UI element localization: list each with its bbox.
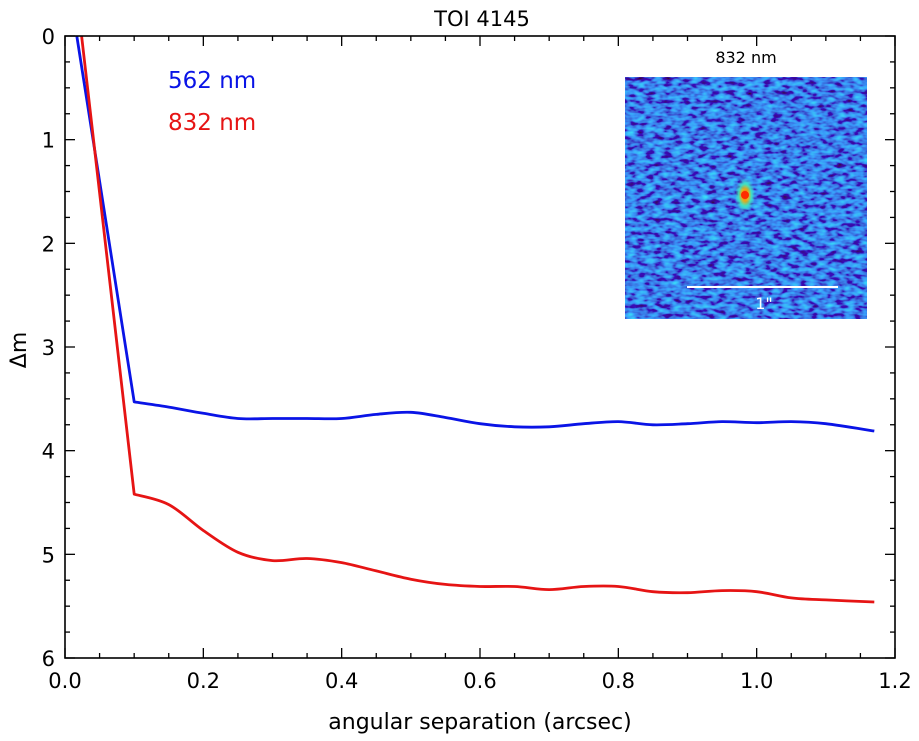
series-line-562nm: [75, 35, 875, 433]
y-tick-label: 5: [42, 543, 55, 567]
y-tick-label: 1: [42, 129, 55, 153]
x-tick-label: 1.2: [878, 669, 911, 693]
inset-star-core: [741, 191, 749, 199]
inset-title: 832 nm: [715, 48, 776, 67]
x-tick-label: 1.0: [740, 669, 773, 693]
x-tick-label: 0.8: [602, 669, 635, 693]
x-tick-label: 0.2: [187, 669, 220, 693]
legend-entry-832nm: 832 nm: [168, 110, 256, 136]
inset-speckle-image: 832 nm 1": [625, 48, 867, 319]
y-tick-label: 2: [42, 232, 55, 256]
ticks-layer: 0.0 0.2 0.4 0.6 0.8 1.0 1.2 0 1 2 3 4 5 6: [42, 25, 912, 693]
y-tick-label: 3: [42, 336, 55, 360]
series-line-832nm: [80, 35, 875, 604]
x-tick-label: 0.4: [325, 669, 358, 693]
y-tick-label: 4: [42, 440, 55, 464]
y-axis-label: Δm: [7, 332, 32, 368]
y-tick-label: 0: [42, 25, 55, 49]
x-axis-label: angular separation (arcsec): [328, 710, 631, 735]
legend-entry-562nm: 562 nm: [168, 68, 256, 94]
y-tick-label: 6: [42, 647, 55, 671]
x-tick-label: 0.6: [463, 669, 496, 693]
series-layer: [75, 35, 875, 604]
x-tick-label: 0.0: [48, 669, 81, 693]
inset-scale-label: 1": [755, 294, 773, 313]
chart-title: TOI 4145: [433, 7, 530, 31]
